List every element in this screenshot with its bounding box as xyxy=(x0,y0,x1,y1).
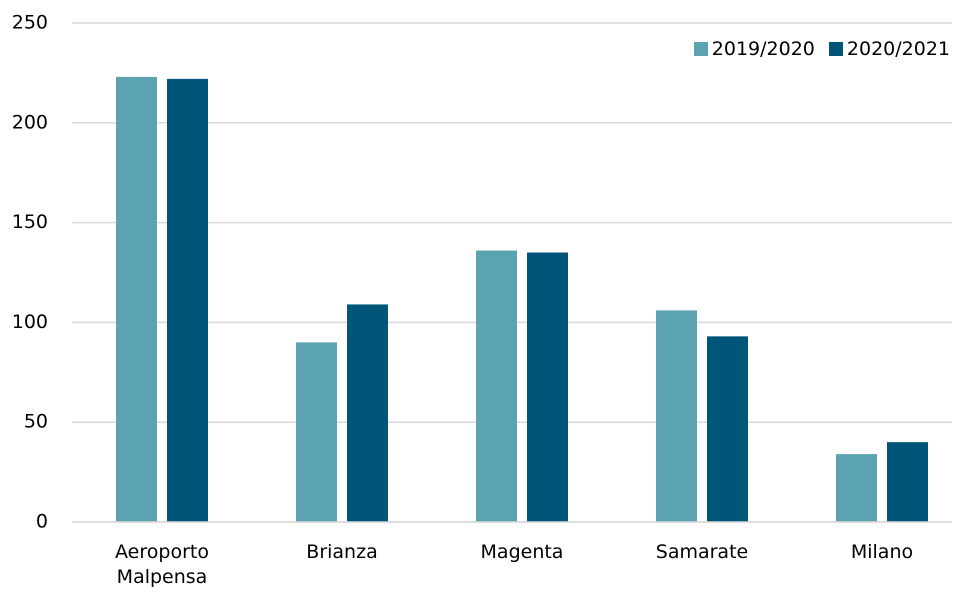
x-tick-label: Magenta xyxy=(480,541,564,563)
y-tick-label: 150 xyxy=(12,211,48,233)
y-tick-label: 50 xyxy=(24,411,48,433)
y-tick-label: 200 xyxy=(12,111,48,133)
bar xyxy=(707,336,748,522)
legend-item: 2020/2021 xyxy=(828,38,950,60)
y-tick-label: 250 xyxy=(12,12,48,34)
bar xyxy=(116,76,157,522)
legend: 2019/2020 2020/2021 xyxy=(693,38,950,60)
y-tick-label: 0 xyxy=(36,511,48,533)
bar xyxy=(656,310,697,522)
bar xyxy=(887,442,928,522)
x-tick-label: Brianza xyxy=(306,541,378,563)
bar xyxy=(296,342,337,522)
bar xyxy=(836,454,877,522)
legend-label: 2019/2020 xyxy=(711,38,815,60)
bar xyxy=(347,304,388,522)
bar xyxy=(476,250,517,522)
legend-swatch xyxy=(828,42,843,56)
x-tick-label: Aeroporto Malpensa xyxy=(115,541,209,588)
y-tick-label: 100 xyxy=(12,311,48,333)
legend-swatch xyxy=(693,42,708,56)
bar xyxy=(527,252,568,523)
bar xyxy=(167,78,208,522)
x-tick-label: Milano xyxy=(850,541,914,563)
legend-item: 2019/2020 xyxy=(693,38,815,60)
legend-label: 2020/2021 xyxy=(846,38,950,60)
x-tick-label: Samarate xyxy=(655,541,749,563)
